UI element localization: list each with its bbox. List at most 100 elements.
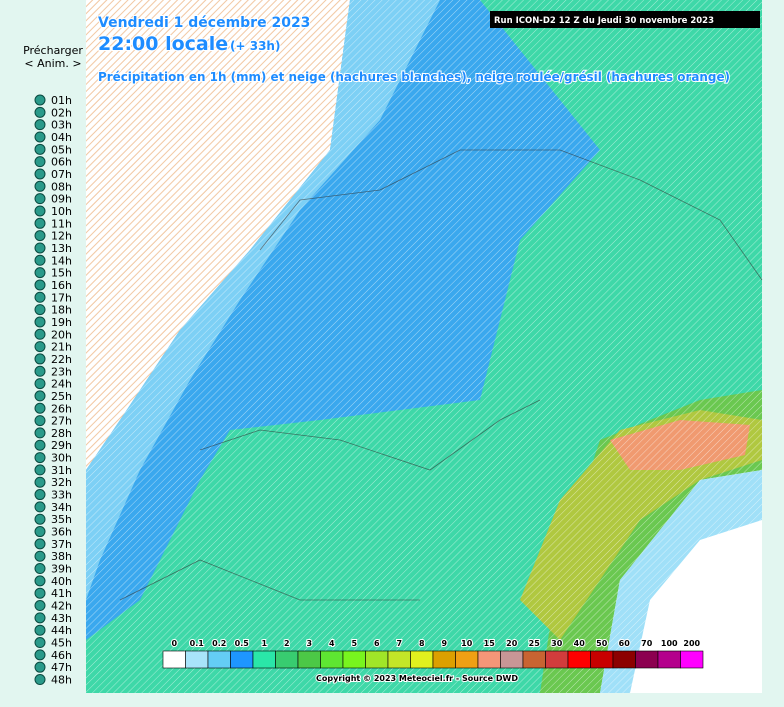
hour-icon[interactable] [34, 94, 46, 106]
hour-link[interactable]: 09h [51, 193, 72, 206]
hour-icon[interactable] [34, 550, 46, 562]
hour-link[interactable]: 13h [51, 242, 72, 255]
hour-icon[interactable] [34, 143, 46, 155]
hour-link[interactable]: 23h [51, 365, 72, 378]
hour-icon[interactable] [34, 131, 46, 143]
hour-icon[interactable] [34, 427, 46, 439]
hour-link[interactable]: 48h [51, 674, 72, 687]
hour-link[interactable]: 14h [51, 254, 72, 267]
hour-link[interactable]: 07h [51, 168, 72, 181]
hour-icon[interactable] [34, 291, 46, 303]
hour-icon[interactable] [34, 193, 46, 205]
hour-icon[interactable] [34, 452, 46, 464]
hour-icon[interactable] [34, 156, 46, 168]
hour-icon[interactable] [34, 328, 46, 340]
hour-link[interactable]: 44h [51, 624, 72, 637]
hour-link[interactable]: 34h [51, 501, 72, 514]
hour-icon[interactable] [34, 390, 46, 402]
hour-link[interactable]: 37h [51, 538, 72, 551]
hour-icon[interactable] [34, 513, 46, 525]
hour-link[interactable]: 26h [51, 402, 72, 415]
hour-icon[interactable] [34, 267, 46, 279]
hour-link[interactable]: 01h [51, 94, 72, 107]
hour-link[interactable]: 30h [51, 452, 72, 465]
hour-link[interactable]: 17h [51, 291, 72, 304]
hour-link[interactable]: 29h [51, 439, 72, 452]
hour-icon[interactable] [34, 230, 46, 242]
hour-icon[interactable] [34, 119, 46, 131]
hour-icon[interactable] [34, 242, 46, 254]
hour-link[interactable]: 33h [51, 489, 72, 502]
hour-icon[interactable] [34, 587, 46, 599]
legend-label: 2 [284, 639, 290, 648]
hour-icon[interactable] [34, 304, 46, 316]
legend-swatch [522, 650, 546, 669]
hour-link[interactable]: 22h [51, 353, 72, 366]
hour-icon[interactable] [34, 254, 46, 266]
hour-link[interactable]: 35h [51, 513, 72, 526]
hour-link[interactable]: 15h [51, 267, 72, 280]
hour-icon[interactable] [34, 526, 46, 538]
hour-icon[interactable] [34, 168, 46, 180]
hour-link[interactable]: 47h [51, 661, 72, 674]
hour-icon[interactable] [34, 476, 46, 488]
hour-icon[interactable] [34, 439, 46, 451]
hour-link[interactable]: 10h [51, 205, 72, 218]
hour-link[interactable]: 36h [51, 526, 72, 539]
hour-link[interactable]: 32h [51, 476, 72, 489]
hour-icon[interactable] [34, 279, 46, 291]
hour-link[interactable]: 16h [51, 279, 72, 292]
hour-icon[interactable] [34, 205, 46, 217]
hour-icon[interactable] [34, 661, 46, 673]
hour-icon[interactable] [34, 649, 46, 661]
hour-icon[interactable] [34, 624, 46, 636]
hour-icon[interactable] [34, 612, 46, 624]
hour-link[interactable]: 20h [51, 328, 72, 341]
hour-link[interactable]: 19h [51, 316, 72, 329]
hour-icon[interactable] [34, 106, 46, 118]
hour-link[interactable]: 11h [51, 217, 72, 230]
hour-link[interactable]: 45h [51, 637, 72, 650]
anim-link[interactable]: < Anim. > [24, 57, 81, 70]
hour-link[interactable]: 27h [51, 415, 72, 428]
hour-icon[interactable] [34, 489, 46, 501]
hour-icon[interactable] [34, 464, 46, 476]
hour-link[interactable]: 18h [51, 304, 72, 317]
hour-icon[interactable] [34, 365, 46, 377]
hour-link[interactable]: 40h [51, 575, 72, 588]
hour-link[interactable]: 06h [51, 156, 72, 169]
hour-icon[interactable] [34, 217, 46, 229]
hour-link[interactable]: 41h [51, 587, 72, 600]
hour-link[interactable]: 02h [51, 106, 72, 119]
hour-link[interactable]: 03h [51, 119, 72, 132]
hour-link[interactable]: 31h [51, 464, 72, 477]
hour-icon[interactable] [34, 341, 46, 353]
hour-icon[interactable] [34, 575, 46, 587]
legend-swatch [612, 650, 636, 669]
hour-link[interactable]: 12h [51, 230, 72, 243]
hour-icon[interactable] [34, 538, 46, 550]
hour-link[interactable]: 43h [51, 612, 72, 625]
hour-icon[interactable] [34, 316, 46, 328]
hour-icon[interactable] [34, 180, 46, 192]
hour-link[interactable]: 39h [51, 563, 72, 576]
hour-icon[interactable] [34, 563, 46, 575]
hour-icon[interactable] [34, 501, 46, 513]
hour-link[interactable]: 42h [51, 600, 72, 613]
hour-icon[interactable] [34, 353, 46, 365]
hour-icon[interactable] [34, 378, 46, 390]
hour-icon[interactable] [34, 637, 46, 649]
hour-link[interactable]: 04h [51, 131, 72, 144]
hour-link[interactable]: 24h [51, 378, 72, 391]
hour-icon[interactable] [34, 402, 46, 414]
hour-link[interactable]: 25h [51, 390, 72, 403]
hour-icon[interactable] [34, 674, 46, 686]
hour-icon[interactable] [34, 415, 46, 427]
hour-link[interactable]: 05h [51, 143, 72, 156]
hour-link[interactable]: 46h [51, 649, 72, 662]
hour-link[interactable]: 28h [51, 427, 72, 440]
hour-link[interactable]: 38h [51, 550, 72, 563]
hour-link[interactable]: 21h [51, 341, 72, 354]
hour-link[interactable]: 08h [51, 180, 72, 193]
hour-icon[interactable] [34, 600, 46, 612]
